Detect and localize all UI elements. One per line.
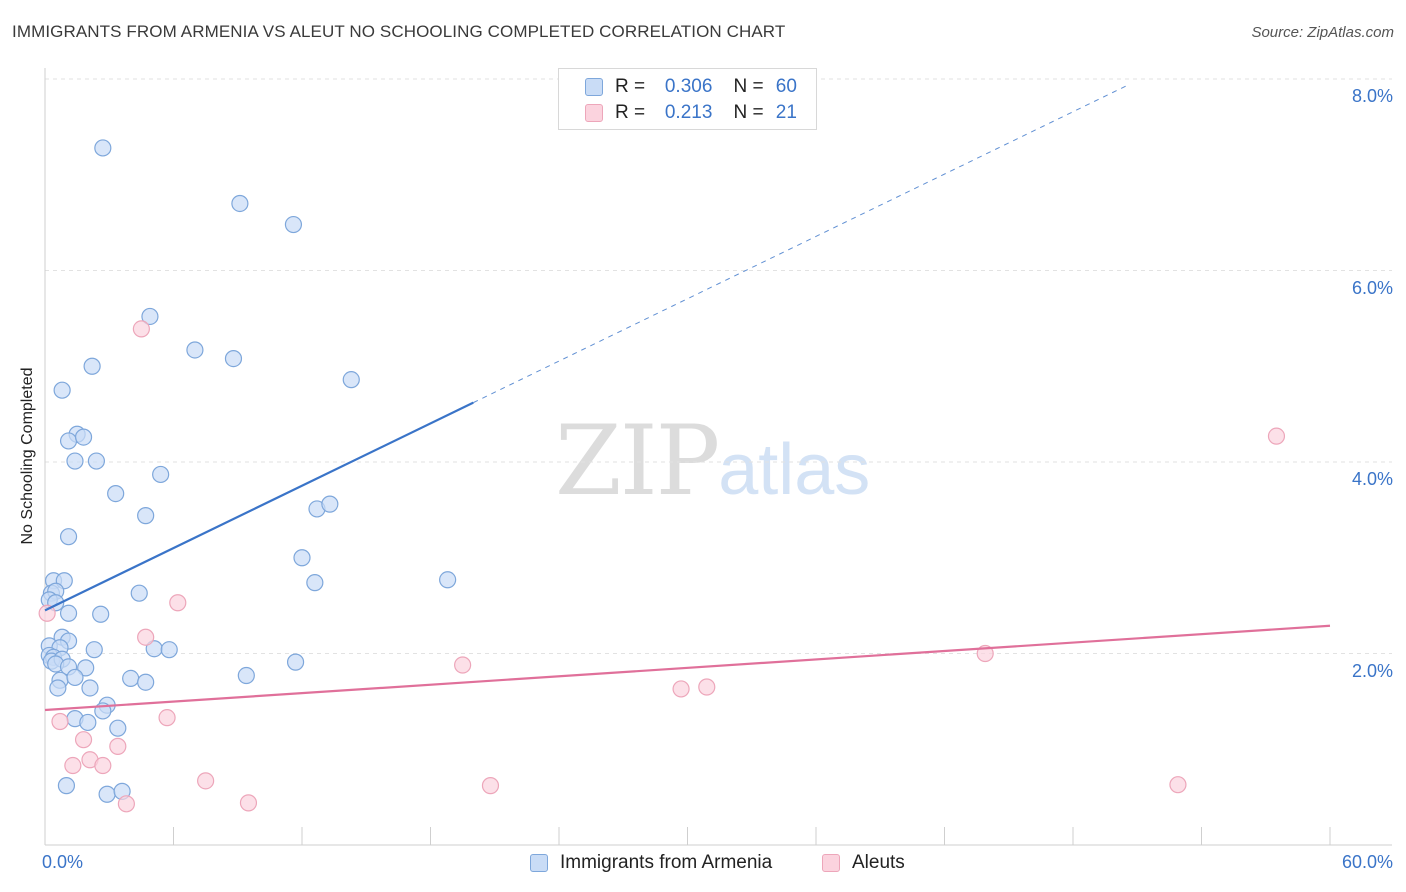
aleut-point <box>51 712 69 731</box>
armenia-point <box>137 507 155 525</box>
armenia-point <box>92 605 110 623</box>
zipatlas-watermark: ZIPatlas <box>555 405 870 517</box>
r-label: R = <box>615 76 646 97</box>
y-axis-label: No Schooling Completed <box>19 367 36 545</box>
watermark-zip: ZIP <box>555 405 720 517</box>
armenia-point <box>130 584 148 602</box>
armenia-point <box>284 215 303 234</box>
aleut-point <box>1169 776 1187 794</box>
r-value: 0.213 <box>664 102 713 123</box>
n-label: N = <box>733 102 764 123</box>
watermark-atlas: atlas <box>718 430 871 510</box>
pink-swatch-icon <box>585 104 603 122</box>
legend-row-aleuts: R = 0.213 N = 21 <box>585 101 797 125</box>
legend-item-aleuts: Aleuts <box>822 852 905 874</box>
armenia-point <box>152 465 170 484</box>
armenia-point <box>439 571 457 589</box>
aleut-point <box>698 678 716 696</box>
chart-title: IMMIGRANTS FROM ARMENIA VS ALEUT NO SCHO… <box>12 22 786 41</box>
armenia-point <box>109 719 127 737</box>
armenia-point <box>231 194 249 213</box>
aleut-trend-line <box>44 624 1331 712</box>
armenia-point <box>53 381 71 399</box>
aleut-point <box>64 756 82 775</box>
n-label: N = <box>733 76 764 97</box>
armenia-point <box>186 341 204 359</box>
aleut-point <box>1267 427 1286 445</box>
armenia-point <box>49 679 67 697</box>
armenia-trend-extension <box>473 84 1129 404</box>
aleut-point <box>137 628 155 646</box>
armenia-point <box>293 549 311 567</box>
armenia-point <box>74 428 93 446</box>
armenia-trend-line <box>44 401 474 612</box>
armenia-point <box>81 679 99 697</box>
aleut-point <box>481 777 500 795</box>
armenia-point <box>160 641 178 659</box>
aleut-point <box>239 794 258 812</box>
y-tick-label: 6.0% <box>1351 278 1393 298</box>
aleut-point <box>454 656 472 674</box>
armenia-point <box>83 357 101 375</box>
n-value: 60 <box>775 76 797 97</box>
armenia-point <box>66 452 84 470</box>
aleut-point <box>109 737 127 755</box>
armenia-point <box>66 668 84 687</box>
armenia-point <box>77 659 95 677</box>
aleut-point <box>94 756 112 775</box>
aleut-point <box>158 709 176 727</box>
x-tick-label-min: 0.0% <box>42 852 84 872</box>
legend-item-armenia: Immigrants from Armenia <box>530 852 772 874</box>
y-tick-label: 4.0% <box>1351 469 1393 489</box>
aleut-point <box>117 795 135 813</box>
armenia-point <box>79 713 97 732</box>
aleut-point <box>132 320 150 338</box>
aleut-point <box>74 731 93 749</box>
legend-label: Immigrants from Armenia <box>560 852 773 873</box>
armenia-point <box>107 484 125 503</box>
armenia-point <box>321 495 339 513</box>
armenia-point <box>98 785 116 803</box>
armenia-point <box>59 432 78 450</box>
armenia-point <box>87 452 106 470</box>
legend-row-armenia: R = 0.306 N = 60 <box>585 75 797 99</box>
aleut-point <box>38 604 56 622</box>
y-tick-label: 2.0% <box>1351 661 1393 681</box>
armenia-point <box>85 641 103 659</box>
source-credit: Source: ZipAtlas.com <box>1251 24 1394 41</box>
n-value: 21 <box>775 102 797 123</box>
armenia-point <box>306 574 324 592</box>
blue-swatch-icon <box>530 854 548 872</box>
armenia-point <box>59 604 78 622</box>
aleut-point <box>672 680 690 698</box>
armenia-point <box>94 139 112 157</box>
blue-swatch-icon <box>585 78 603 96</box>
armenia-point <box>137 673 155 691</box>
legend-label: Aleuts <box>852 852 905 873</box>
x-tick-label-max: 60.0% <box>1341 852 1393 872</box>
armenia-point <box>59 528 78 546</box>
aleut-point <box>197 772 215 790</box>
r-label: R = <box>615 102 646 123</box>
armenia-point <box>224 349 243 368</box>
aleut-point <box>169 594 187 612</box>
armenia-point <box>286 653 305 671</box>
armenia-point <box>342 371 360 389</box>
armenia-point <box>122 669 140 687</box>
pink-swatch-icon <box>822 854 840 872</box>
y-tick-label: 8.0% <box>1351 86 1393 106</box>
armenia-point <box>141 307 159 326</box>
armenia-point <box>57 777 76 795</box>
armenia-point <box>237 666 255 685</box>
r-value: 0.306 <box>664 76 713 97</box>
correlation-legend: R = 0.306 N = 60 R = 0.213 N = 21 <box>558 68 817 130</box>
